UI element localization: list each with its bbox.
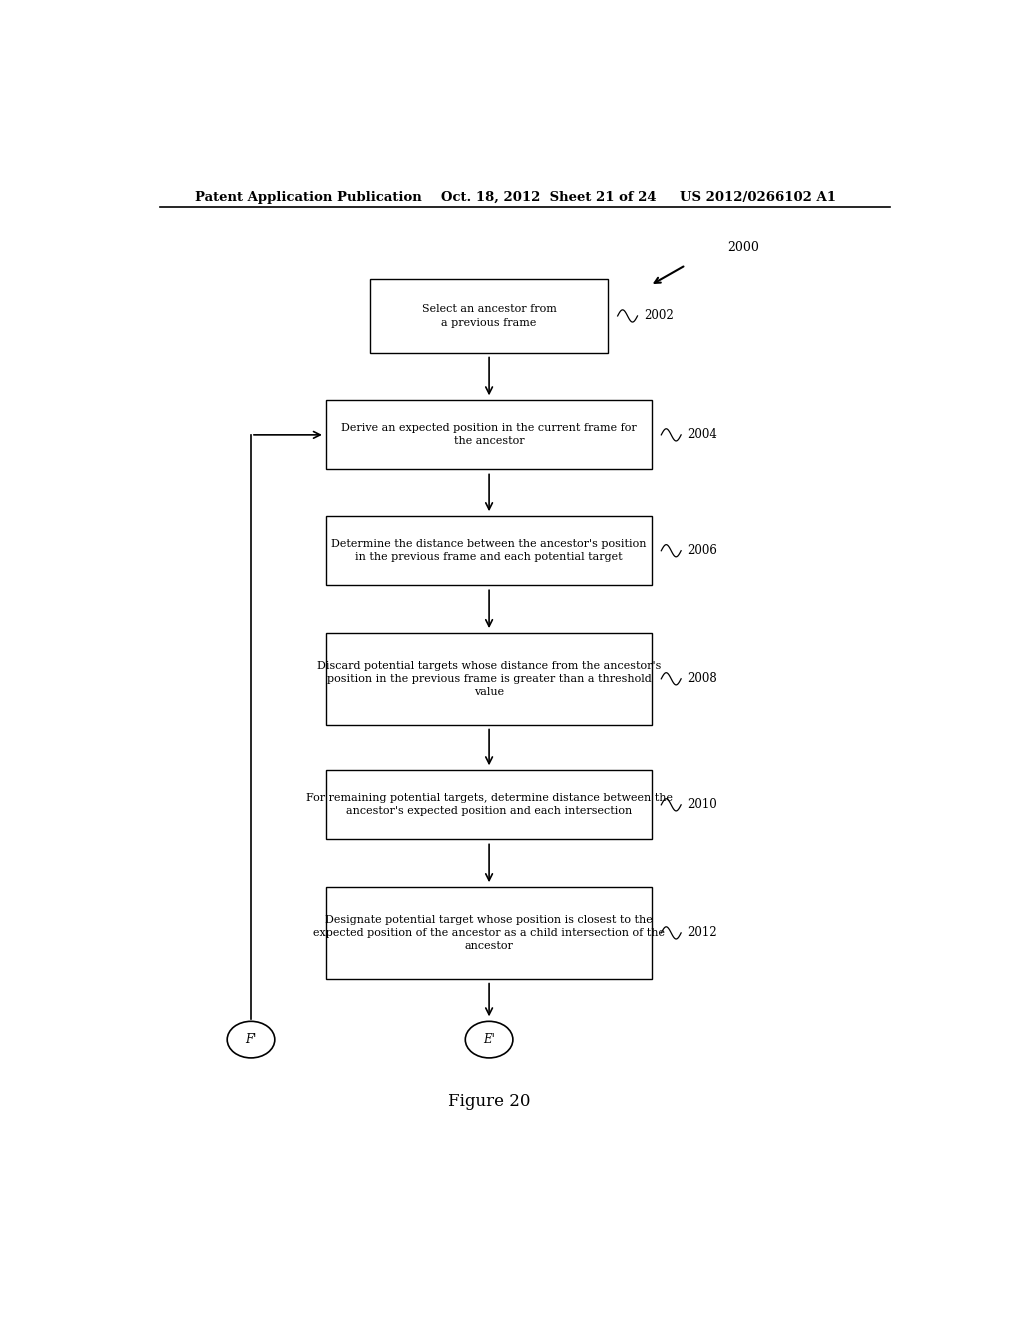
- Text: Discard potential targets whose distance from the ancestor's
position in the pre: Discard potential targets whose distance…: [316, 660, 662, 697]
- FancyBboxPatch shape: [327, 887, 651, 978]
- Ellipse shape: [465, 1022, 513, 1057]
- FancyBboxPatch shape: [370, 280, 608, 352]
- FancyBboxPatch shape: [327, 771, 651, 840]
- FancyBboxPatch shape: [327, 516, 651, 585]
- Text: US 2012/0266102 A1: US 2012/0266102 A1: [680, 190, 836, 203]
- Text: Derive an expected position in the current frame for
the ancestor: Derive an expected position in the curre…: [341, 424, 637, 446]
- Text: 2008: 2008: [687, 672, 717, 685]
- Text: 2010: 2010: [687, 799, 717, 812]
- Text: Designate potential target whose position is closest to the
expected position of: Designate potential target whose positio…: [313, 915, 666, 952]
- Text: 2006: 2006: [687, 544, 718, 557]
- Text: For remaining potential targets, determine distance between the
ancestor's expec: For remaining potential targets, determi…: [305, 793, 673, 817]
- Text: 2012: 2012: [687, 927, 717, 940]
- Text: Figure 20: Figure 20: [447, 1093, 530, 1110]
- Text: Oct. 18, 2012  Sheet 21 of 24: Oct. 18, 2012 Sheet 21 of 24: [441, 190, 657, 203]
- FancyBboxPatch shape: [327, 400, 651, 470]
- Text: 2002: 2002: [644, 309, 674, 322]
- Text: Patent Application Publication: Patent Application Publication: [196, 190, 422, 203]
- Text: Determine the distance between the ancestor's position
in the previous frame and: Determine the distance between the ances…: [332, 539, 647, 562]
- Text: 2000: 2000: [727, 242, 759, 255]
- Text: Select an ancestor from
a previous frame: Select an ancestor from a previous frame: [422, 305, 556, 327]
- Text: 2004: 2004: [687, 429, 718, 441]
- FancyBboxPatch shape: [327, 634, 651, 725]
- Ellipse shape: [227, 1022, 274, 1057]
- Text: E': E': [483, 1034, 495, 1047]
- Text: F': F': [246, 1034, 257, 1047]
